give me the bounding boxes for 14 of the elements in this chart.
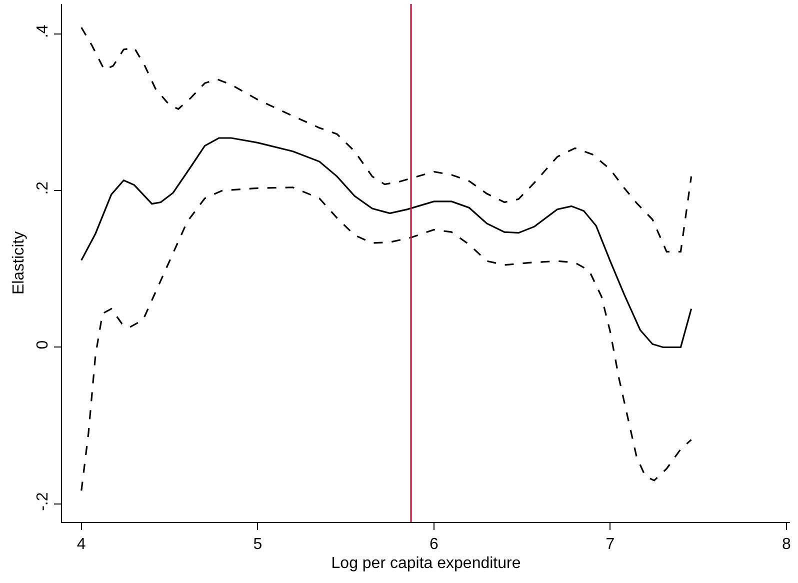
- y-axis-title: Elasticity: [10, 231, 28, 295]
- x-tick-label: 5: [253, 536, 262, 554]
- y-tick-label: .4: [34, 24, 52, 38]
- line-series: [80, 26, 692, 252]
- x-tick-label: 6: [429, 536, 438, 554]
- x-tick-label: 7: [606, 536, 615, 554]
- y-tick-label: -.2: [34, 492, 52, 511]
- y-tick-label: .2: [34, 181, 52, 195]
- line-series: [80, 137, 692, 348]
- line-series: [80, 186, 692, 492]
- x-axis-title: Log per capita expenditure: [331, 554, 521, 572]
- x-tick-label: 4: [76, 536, 86, 554]
- x-tick-label: 8: [782, 536, 792, 554]
- y-tick-label: 0: [34, 340, 52, 350]
